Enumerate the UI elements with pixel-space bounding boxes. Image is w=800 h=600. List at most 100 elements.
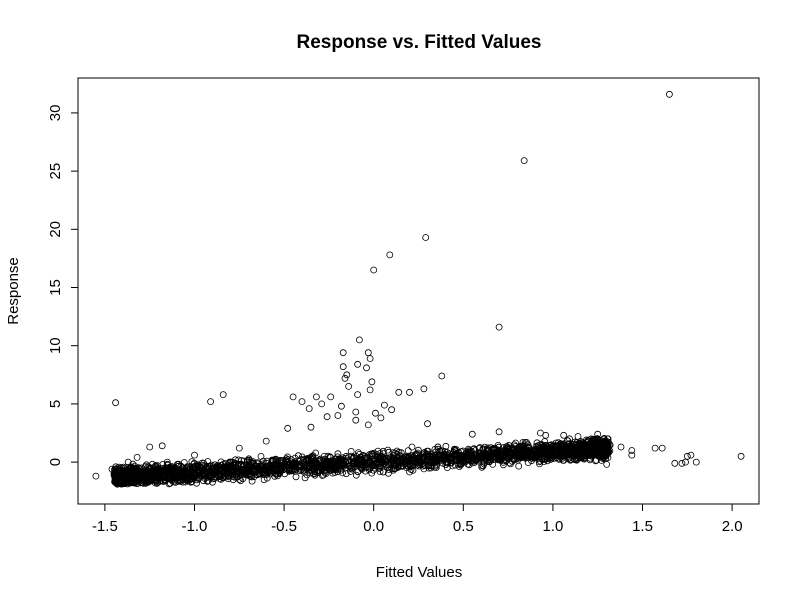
x-tick-label: 1.5 xyxy=(632,518,653,535)
data-point xyxy=(393,447,401,455)
data-point xyxy=(466,453,473,461)
y-tick-label: 15 xyxy=(47,279,64,296)
data-point xyxy=(157,467,164,475)
data-point xyxy=(299,460,307,467)
data-point xyxy=(358,461,366,469)
data-point xyxy=(200,459,208,467)
data-point xyxy=(177,474,185,482)
data-point xyxy=(366,386,374,394)
data-point xyxy=(314,467,322,475)
data-point xyxy=(692,458,700,466)
data-point xyxy=(465,461,473,469)
data-point xyxy=(364,349,372,357)
x-tick-label: -0.5 xyxy=(271,518,297,535)
data-point xyxy=(156,474,164,482)
data-point xyxy=(349,462,357,470)
data-point xyxy=(342,470,350,478)
data-point xyxy=(355,336,363,344)
data-point xyxy=(124,458,132,466)
data-point xyxy=(144,477,152,485)
data-point xyxy=(133,453,141,461)
data-point xyxy=(248,477,256,485)
data-point xyxy=(447,455,455,463)
data-point xyxy=(546,441,554,449)
data-point xyxy=(401,453,409,460)
data-point xyxy=(339,469,346,477)
data-point xyxy=(489,460,497,468)
data-point xyxy=(569,448,576,456)
data-point xyxy=(130,478,138,486)
data-point xyxy=(480,460,488,468)
data-point xyxy=(284,453,291,461)
data-point xyxy=(531,446,539,454)
data-point xyxy=(499,458,507,466)
data-point xyxy=(135,474,143,482)
data-point xyxy=(276,466,284,474)
data-point xyxy=(583,450,591,458)
data-point xyxy=(114,480,121,488)
data-point xyxy=(409,462,416,470)
data-point xyxy=(116,469,123,477)
data-point xyxy=(504,444,512,452)
data-point xyxy=(300,459,308,466)
data-point xyxy=(340,460,348,468)
data-point xyxy=(276,469,284,477)
data-point xyxy=(541,455,548,462)
data-point xyxy=(509,455,517,463)
data-point xyxy=(257,452,265,460)
data-point xyxy=(350,459,358,466)
data-point xyxy=(207,398,215,406)
data-point xyxy=(364,421,372,429)
data-point xyxy=(442,461,450,469)
data-point xyxy=(292,473,300,481)
data-point xyxy=(126,472,134,480)
data-point xyxy=(289,465,296,473)
data-point xyxy=(352,471,360,479)
data-point xyxy=(424,420,431,428)
data-point xyxy=(146,443,154,451)
data-point xyxy=(560,431,568,439)
data-point xyxy=(486,451,494,459)
data-point xyxy=(594,430,602,438)
data-point xyxy=(229,468,237,476)
data-point xyxy=(434,456,442,464)
data-point xyxy=(262,437,270,445)
data-point xyxy=(547,446,555,454)
data-point xyxy=(92,472,100,480)
data-point xyxy=(231,460,239,468)
plot-box xyxy=(77,77,760,505)
data-point xyxy=(599,440,607,448)
data-point xyxy=(199,477,207,485)
data-point xyxy=(379,450,387,457)
data-point xyxy=(216,464,224,472)
data-point xyxy=(143,473,151,480)
data-point xyxy=(583,448,591,456)
data-point xyxy=(421,448,429,456)
data-point xyxy=(380,401,388,409)
data-point xyxy=(397,455,405,463)
data-point xyxy=(177,478,185,485)
data-point xyxy=(395,388,403,396)
y-tick-label: 5 xyxy=(47,400,64,408)
data-point xyxy=(205,465,213,473)
data-point xyxy=(264,468,272,476)
data-point xyxy=(305,405,313,413)
data-point xyxy=(153,468,161,476)
data-point xyxy=(603,460,611,468)
data-point xyxy=(543,455,551,463)
data-point xyxy=(377,414,385,422)
data-point xyxy=(442,442,450,450)
data-point xyxy=(119,474,127,482)
data-point xyxy=(327,467,334,474)
data-point xyxy=(339,349,347,357)
data-point xyxy=(683,452,691,460)
data-point xyxy=(149,469,157,477)
data-point xyxy=(338,462,346,469)
data-point xyxy=(349,458,357,466)
data-point xyxy=(628,451,636,459)
data-point xyxy=(147,477,155,485)
data-point xyxy=(242,465,250,472)
data-point xyxy=(495,323,503,331)
data-point xyxy=(556,440,564,448)
chart-title: Response vs. Fitted Values xyxy=(297,32,542,53)
